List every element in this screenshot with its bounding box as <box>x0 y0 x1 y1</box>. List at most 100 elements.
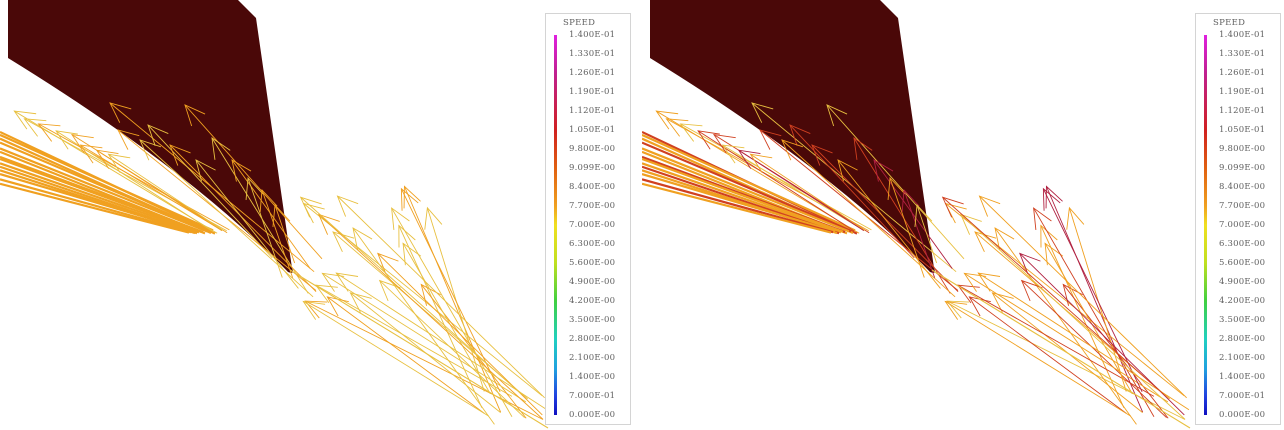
flow-band-line <box>0 147 208 233</box>
legend-tick-label: 8.400E-00 <box>1219 182 1266 192</box>
flow-band-line <box>642 133 856 232</box>
vector-shaft <box>969 296 1127 414</box>
left-vector-plot: SPEED 1.400E-01 1.330E-01 1.260E-01 1.190E-… <box>0 0 631 429</box>
flow-band-line <box>0 157 202 233</box>
vector-head <box>826 104 848 127</box>
speed-colorbar <box>1204 35 1207 415</box>
legend-tick-label: 1.120E-01 <box>569 106 616 116</box>
vector-shaft <box>889 177 925 278</box>
vector-shaft <box>1033 207 1155 417</box>
vector-shaft <box>957 284 1155 397</box>
vector-shaft <box>402 243 491 395</box>
legend-tick-label: 7.700E-00 <box>569 201 616 211</box>
legend-tick-label: 1.050E-01 <box>569 125 616 135</box>
vector-shaft <box>318 214 544 420</box>
vector-head <box>837 159 858 182</box>
vector-shaft <box>195 159 299 289</box>
vector-shaft <box>722 144 865 232</box>
vector-head <box>302 300 326 320</box>
vector-shaft <box>426 207 485 392</box>
vector-head <box>318 213 340 235</box>
vector-head <box>117 129 140 150</box>
vector-head <box>169 144 191 166</box>
legend-tick-label: 1.400E-00 <box>1219 372 1266 382</box>
vector-shaft <box>274 204 296 264</box>
vector-shaft <box>1044 243 1133 395</box>
vector-shaft <box>979 195 1187 399</box>
vector-head <box>781 139 804 161</box>
vector-shaft <box>80 144 223 232</box>
vector-head <box>109 102 132 123</box>
vector-head <box>944 300 968 320</box>
vector-head <box>968 296 991 317</box>
vector-shaft <box>781 139 956 298</box>
vector-shaft <box>398 225 483 409</box>
vector-head <box>1066 206 1085 230</box>
vector-shaft <box>336 272 548 411</box>
legend-frame <box>545 13 631 425</box>
vector-shaft <box>108 153 224 231</box>
legend-tick-label: 1.400E-01 <box>1219 30 1266 40</box>
vector-head <box>751 102 774 123</box>
vector-head <box>1040 224 1058 248</box>
flow-band-line <box>642 157 844 233</box>
vector-head <box>956 284 980 304</box>
vector-head <box>304 300 328 319</box>
vector-head <box>299 196 322 218</box>
right-vector-plot: SPEED 1.400E-01 1.330E-01 1.260E-01 1.190E-… <box>642 0 1284 430</box>
legend-tick-label: 1.330E-01 <box>569 49 616 59</box>
vector-shaft <box>391 207 513 417</box>
vector-head <box>398 224 416 248</box>
vector-head <box>749 153 773 174</box>
flow-band-line <box>0 178 192 234</box>
vector-shaft <box>1046 186 1144 413</box>
vector-head <box>37 123 61 142</box>
vector-head <box>195 159 216 182</box>
vector-shaft <box>1042 188 1143 392</box>
vector-head <box>400 187 419 211</box>
vector-shaft <box>184 104 323 260</box>
wake-line <box>931 269 1191 429</box>
vector-head <box>737 149 761 169</box>
legend-tick-label: 3.500E-00 <box>569 315 616 325</box>
legend-tick-label: 6.300E-00 <box>569 239 616 249</box>
vector-head <box>272 203 291 227</box>
speed-legend: SPEED 1.400E-01 1.330E-01 1.260E-01 1.190E-… <box>545 13 631 425</box>
flow-band-line <box>0 162 200 234</box>
vector-head <box>853 137 873 160</box>
legend-tick-label: 4.900E-00 <box>569 277 616 287</box>
vector-shaft <box>322 272 527 403</box>
legend-tick-label: 6.300E-00 <box>1219 239 1266 249</box>
vector-head <box>231 159 252 182</box>
vector-head <box>697 130 720 150</box>
velocity-vector-field <box>642 0 1191 429</box>
vector-shaft <box>305 300 544 420</box>
legend-tick-label: 9.800E-00 <box>569 144 616 154</box>
vector-shaft <box>942 196 1164 395</box>
legend-tick-label: 7.700E-00 <box>1219 201 1266 211</box>
vector-shaft <box>261 189 294 278</box>
vector-head <box>679 123 703 142</box>
vector-head <box>1062 283 1083 306</box>
vector-shaft <box>337 195 545 399</box>
vector-shaft <box>750 153 866 231</box>
vector-shaft <box>303 301 489 417</box>
vector-head <box>326 296 349 317</box>
vector-head <box>321 272 345 292</box>
legend-tick-list: 1.400E-01 1.330E-01 1.260E-01 1.190E-01 1.12… <box>569 30 629 420</box>
legend-title: SPEED <box>1213 18 1246 28</box>
vector-shaft <box>327 296 485 414</box>
legend-tick-label: 1.330E-01 <box>1219 49 1266 59</box>
vector-head <box>211 137 231 160</box>
flow-band-line <box>0 141 210 233</box>
legend-tick-label: 1.400E-00 <box>569 372 616 382</box>
vector-head <box>974 231 997 253</box>
vector-shaft <box>738 149 865 231</box>
vector-shaft <box>789 124 915 259</box>
vector-head <box>403 185 421 209</box>
vector-head <box>336 195 359 217</box>
vector-head <box>713 133 736 154</box>
vector-shaft <box>1040 225 1125 409</box>
legend-tick-label: 2.100E-00 <box>569 353 616 363</box>
vector-shaft <box>964 272 1169 403</box>
